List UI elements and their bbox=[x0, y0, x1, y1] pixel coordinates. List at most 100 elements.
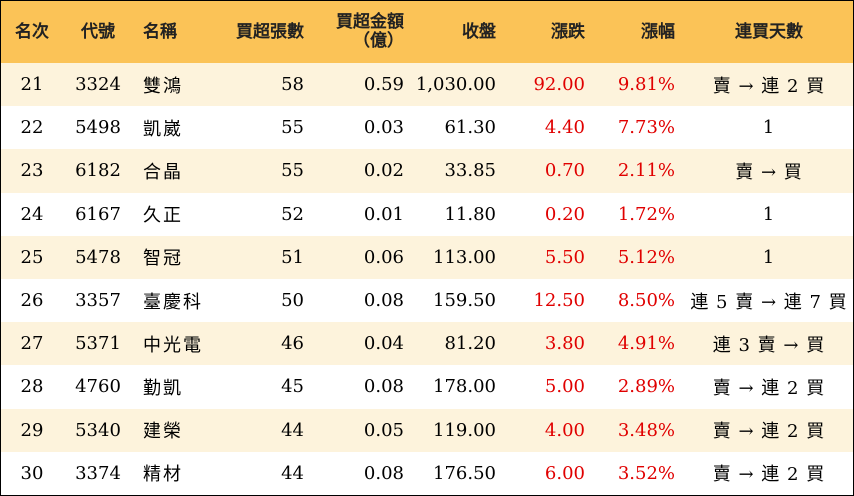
change-pct-cell: 3.48% bbox=[617, 419, 675, 441]
code-cell: 5371 bbox=[75, 333, 121, 355]
table-row: 26 3357 臺慶科 50 0.08 159.50 12.50 8.50% 連… bbox=[1, 278, 853, 323]
table-row: 25 5478 智冠 51 0.06 113.00 5.50 5.12% 1 bbox=[1, 235, 853, 279]
code-cell: 3357 bbox=[75, 290, 121, 312]
name-cell: 中光電 bbox=[143, 334, 203, 356]
code-cell: 4760 bbox=[75, 376, 121, 398]
lots-cell: 55 bbox=[281, 160, 304, 182]
header-net-buy-amount-line2: （億） bbox=[353, 31, 404, 51]
header-rank: 名次 bbox=[15, 21, 49, 42]
buy-days-cell: 1 bbox=[762, 117, 776, 139]
rank-cell: 26 bbox=[20, 290, 44, 312]
buy-days-cell: 賣 → 連 2 買 bbox=[712, 421, 826, 443]
change-cell: 0.20 bbox=[544, 203, 585, 225]
name-cell: 臺慶科 bbox=[143, 291, 203, 313]
rank-cell: 28 bbox=[20, 376, 44, 398]
name-cell: 久正 bbox=[143, 205, 183, 227]
close-cell: 178.00 bbox=[433, 376, 496, 398]
rank-cell: 30 bbox=[20, 462, 44, 484]
table-row: 27 5371 中光電 46 0.04 81.20 3.80 4.91% 連 3… bbox=[1, 322, 853, 366]
change-cell: 6.00 bbox=[544, 462, 585, 484]
close-cell: 61.30 bbox=[444, 117, 496, 139]
header-name: 名稱 bbox=[143, 21, 177, 42]
change-pct-cell: 9.81% bbox=[617, 74, 675, 96]
change-cell: 3.80 bbox=[544, 333, 585, 355]
change-pct-cell: 1.72% bbox=[617, 203, 675, 225]
change-pct-cell: 7.73% bbox=[617, 117, 675, 139]
code-cell: 3374 bbox=[75, 462, 121, 484]
buy-days-cell: 連 5 賣 → 連 7 買 bbox=[690, 291, 848, 313]
amount-cell: 0.08 bbox=[363, 376, 404, 398]
rank-cell: 22 bbox=[20, 117, 44, 139]
lots-cell: 58 bbox=[281, 74, 304, 96]
name-cell: 勤凱 bbox=[143, 377, 183, 399]
rank-cell: 29 bbox=[20, 419, 44, 441]
lots-cell: 45 bbox=[281, 376, 304, 398]
header-net-buy-amount: 買超金額 （億） bbox=[314, 1, 414, 63]
name-cell: 合晶 bbox=[143, 161, 183, 183]
amount-cell: 0.03 bbox=[363, 117, 404, 139]
close-cell: 81.20 bbox=[444, 333, 496, 355]
amount-cell: 0.02 bbox=[363, 160, 404, 182]
lots-cell: 46 bbox=[281, 333, 304, 355]
code-cell: 5340 bbox=[75, 419, 121, 441]
change-pct-cell: 5.12% bbox=[617, 246, 675, 268]
close-cell: 11.80 bbox=[444, 203, 496, 225]
close-cell: 119.00 bbox=[433, 419, 496, 441]
header-change-pct: 漲幅 bbox=[641, 21, 675, 42]
header-code: 代號 bbox=[81, 21, 115, 42]
close-cell: 33.85 bbox=[444, 160, 496, 182]
table-row: 24 6167 久正 52 0.01 11.80 0.20 1.72% 1 bbox=[1, 192, 853, 236]
rank-cell: 21 bbox=[20, 74, 44, 96]
name-cell: 精材 bbox=[143, 464, 183, 486]
change-pct-cell: 2.11% bbox=[617, 160, 675, 182]
buy-days-cell: 賣 → 連 2 買 bbox=[712, 75, 826, 97]
lots-cell: 51 bbox=[281, 246, 304, 268]
header-net-buy-amount-line1: 買超金額 bbox=[336, 12, 404, 32]
buy-days-cell: 賣 → 連 2 買 bbox=[712, 464, 826, 486]
change-cell: 5.00 bbox=[544, 376, 585, 398]
amount-cell: 0.08 bbox=[363, 290, 404, 312]
change-cell: 0.70 bbox=[544, 160, 585, 182]
name-cell: 建榮 bbox=[143, 421, 183, 443]
buy-days-cell: 1 bbox=[762, 246, 776, 268]
header-close: 收盤 bbox=[462, 21, 496, 42]
lots-cell: 55 bbox=[281, 117, 304, 139]
name-cell: 雙鴻 bbox=[143, 75, 183, 97]
rank-cell: 24 bbox=[20, 203, 44, 225]
table-row: 29 5340 建榮 44 0.05 119.00 4.00 3.48% 賣 →… bbox=[1, 408, 853, 452]
change-cell: 12.50 bbox=[533, 290, 585, 312]
rank-cell: 25 bbox=[20, 246, 44, 268]
lots-cell: 52 bbox=[281, 203, 304, 225]
table-row: 21 3324 雙鴻 58 0.59 1,030.00 92.00 9.81% … bbox=[1, 63, 853, 107]
close-cell: 113.00 bbox=[433, 246, 496, 268]
close-cell: 1,030.00 bbox=[415, 74, 496, 96]
close-cell: 176.50 bbox=[433, 462, 496, 484]
amount-cell: 0.59 bbox=[363, 74, 404, 96]
header-net-buy-lots: 買超張數 bbox=[236, 21, 304, 42]
amount-cell: 0.08 bbox=[363, 462, 404, 484]
change-cell: 4.00 bbox=[544, 419, 585, 441]
buy-days-cell: 連 3 賣 → 買 bbox=[712, 334, 826, 356]
table-row: 30 3374 精材 44 0.08 176.50 6.00 3.52% 賣 →… bbox=[1, 451, 853, 495]
close-cell: 159.50 bbox=[433, 290, 496, 312]
rank-cell: 23 bbox=[20, 160, 44, 182]
amount-cell: 0.01 bbox=[363, 203, 404, 225]
change-pct-cell: 3.52% bbox=[617, 462, 675, 484]
name-cell: 智冠 bbox=[143, 248, 183, 270]
header-row: 名次 代號 名稱 買超張數 買超金額 （億） 收盤 漲跌 漲幅 連買天數 bbox=[1, 1, 853, 63]
code-cell: 5498 bbox=[75, 117, 121, 139]
change-cell: 92.00 bbox=[533, 74, 585, 96]
rank-cell: 27 bbox=[20, 333, 44, 355]
change-pct-cell: 4.91% bbox=[617, 333, 675, 355]
change-pct-cell: 2.89% bbox=[617, 376, 675, 398]
table-row: 22 5498 凱崴 55 0.03 61.30 4.40 7.73% 1 bbox=[1, 106, 853, 150]
amount-cell: 0.04 bbox=[363, 333, 404, 355]
name-cell: 凱崴 bbox=[143, 118, 183, 140]
amount-cell: 0.05 bbox=[363, 419, 404, 441]
buy-days-cell: 賣 → 買 bbox=[735, 161, 803, 183]
table-row: 28 4760 勤凱 45 0.08 178.00 5.00 2.89% 賣 →… bbox=[1, 365, 853, 409]
buy-days-cell: 1 bbox=[762, 203, 776, 225]
header-change: 漲跌 bbox=[551, 21, 585, 42]
header-buy-days: 連買天數 bbox=[735, 21, 803, 42]
